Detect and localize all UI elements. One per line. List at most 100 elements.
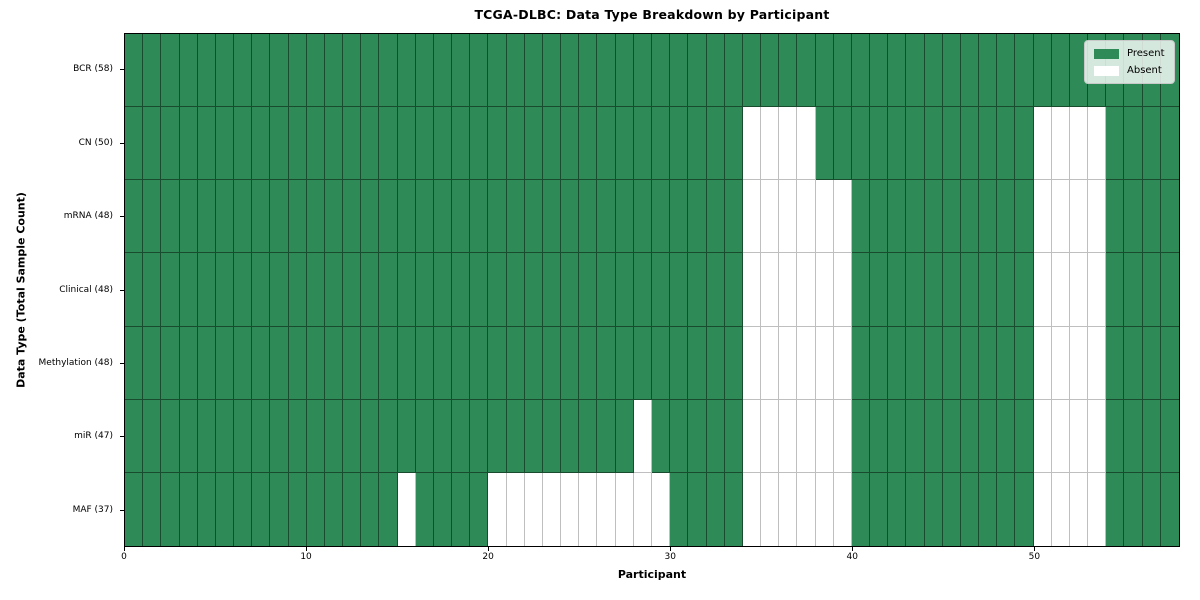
cell-CN-p6 [234, 107, 253, 181]
cell-MAF-p19 [470, 472, 489, 546]
cell-miR-p38 [815, 399, 834, 473]
cell-Methylation-p13 [361, 326, 380, 400]
cell-Clinical-p41 [870, 253, 889, 327]
cell-MAF-p12 [343, 472, 362, 546]
cell-Clinical-p43 [906, 253, 925, 327]
cell-Methylation-p46 [960, 326, 980, 400]
cell-Clinical-p14 [379, 253, 398, 327]
cell-BCR-p20 [488, 34, 507, 108]
cell-CN-p12 [343, 107, 362, 181]
cell-Methylation-p41 [870, 326, 889, 400]
cell-CN-p41 [870, 107, 889, 181]
cell-mRNA-p46 [960, 180, 980, 254]
cell-miR-p24 [561, 399, 580, 473]
cell-Clinical-p49 [1015, 253, 1034, 327]
cell-BCR-p12 [343, 34, 362, 108]
plot-area [124, 33, 1180, 547]
cell-miR-p17 [433, 399, 453, 473]
cell-miR-p53 [1088, 399, 1107, 473]
cell-BCR-p44 [924, 34, 943, 108]
cell-MAF-p27 [615, 472, 634, 546]
cell-MAF-p50 [1033, 472, 1052, 546]
cell-Clinical-p20 [488, 253, 507, 327]
cell-miR-p49 [1015, 399, 1034, 473]
cell-mRNA-p43 [906, 180, 925, 254]
cell-mRNA-p29 [651, 180, 671, 254]
cell-Clinical-p13 [361, 253, 380, 327]
cell-miR-p22 [524, 399, 543, 473]
y-tick-mark-Clinical [119, 289, 124, 291]
cell-Clinical-p39 [833, 253, 852, 327]
cell-MAF-p22 [524, 472, 543, 546]
cell-mRNA-p50 [1033, 180, 1052, 254]
cell-Clinical-p38 [815, 253, 834, 327]
cell-MAF-p21 [506, 472, 525, 546]
cell-BCR-p9 [288, 34, 307, 108]
cell-BCR-p3 [179, 34, 198, 108]
cell-CN-p28 [633, 107, 652, 181]
cell-mRNA-p10 [306, 180, 325, 254]
cell-mRNA-p56 [1142, 180, 1161, 254]
cell-CN-p8 [270, 107, 289, 181]
cell-Clinical-p50 [1033, 253, 1052, 327]
cell-Methylation-p12 [343, 326, 362, 400]
cell-BCR-p10 [306, 34, 325, 108]
cell-mRNA-p30 [670, 180, 689, 254]
cell-BCR-p27 [615, 34, 634, 108]
cell-CN-p24 [561, 107, 580, 181]
cell-Methylation-p7 [252, 326, 271, 400]
cell-BCR-p29 [651, 34, 671, 108]
cell-miR-p39 [833, 399, 852, 473]
x-tick-mark-10 [305, 547, 307, 551]
cell-mRNA-p14 [379, 180, 398, 254]
cell-MAF-p8 [270, 472, 289, 546]
y-tick-label-CN: CN (50) [78, 137, 113, 148]
heatmap-grid [125, 34, 1179, 546]
cell-miR-p48 [997, 399, 1016, 473]
cell-MAF-p37 [797, 472, 816, 546]
cell-BCR-p1 [143, 34, 162, 108]
legend-entry-absent: Absent [1094, 65, 1165, 76]
cell-Methylation-p44 [924, 326, 943, 400]
x-tick-label-30: 30 [664, 552, 676, 562]
cell-Clinical-p10 [306, 253, 325, 327]
cell-MAF-p24 [561, 472, 580, 546]
cell-miR-p25 [579, 399, 598, 473]
cell-BCR-p36 [779, 34, 798, 108]
cell-Clinical-p36 [779, 253, 798, 327]
cell-Methylation-p37 [797, 326, 816, 400]
cell-MAF-p45 [942, 472, 961, 546]
cell-mRNA-p36 [779, 180, 798, 254]
cell-Clinical-p31 [688, 253, 707, 327]
cell-CN-p34 [742, 107, 762, 181]
cell-MAF-p35 [761, 472, 780, 546]
cell-Methylation-p17 [433, 326, 453, 400]
cell-Clinical-p46 [960, 253, 980, 327]
cell-BCR-p7 [252, 34, 271, 108]
cell-Methylation-p27 [615, 326, 634, 400]
cell-MAF-p43 [906, 472, 925, 546]
cell-MAF-p53 [1088, 472, 1107, 546]
cell-MAF-p28 [633, 472, 652, 546]
cell-MAF-p47 [979, 472, 998, 546]
cell-MAF-p25 [579, 472, 598, 546]
cell-CN-p40 [851, 107, 871, 181]
cell-MAF-p30 [670, 472, 689, 546]
cell-Clinical-p51 [1051, 253, 1070, 327]
cell-Clinical-p56 [1142, 253, 1161, 327]
cell-BCR-p46 [960, 34, 980, 108]
cell-Clinical-p40 [851, 253, 871, 327]
cell-mRNA-p51 [1051, 180, 1070, 254]
cell-Methylation-p18 [452, 326, 471, 400]
cell-mRNA-p17 [433, 180, 453, 254]
cell-miR-p18 [452, 399, 471, 473]
cell-miR-p54 [1106, 399, 1125, 473]
cell-miR-p5 [215, 399, 235, 473]
cell-miR-p4 [197, 399, 216, 473]
chart-title: TCGA-DLBC: Data Type Breakdown by Partic… [474, 7, 830, 22]
cell-MAF-p34 [742, 472, 762, 546]
cell-mRNA-p53 [1088, 180, 1107, 254]
cell-BCR-p49 [1015, 34, 1034, 108]
cell-miR-p36 [779, 399, 798, 473]
cell-Methylation-p57 [1160, 326, 1179, 400]
